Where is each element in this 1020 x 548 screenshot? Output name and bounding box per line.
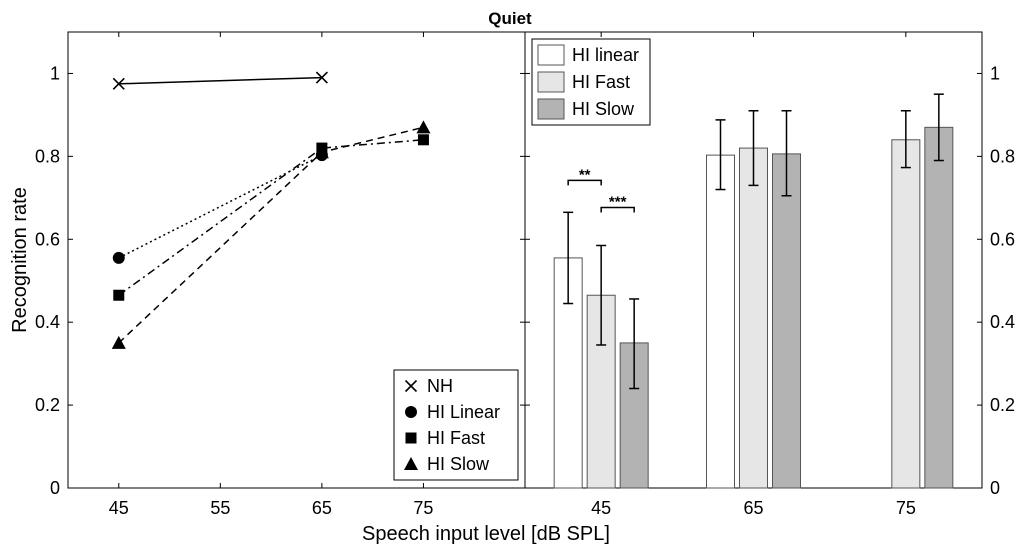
legend-label: HI linear xyxy=(572,45,639,65)
line-panel: 0 0.2 0.4 0.6 0.8 1 45 55 65 75 NH HI Linear HI Fast… xyxy=(35,31,526,518)
data-point-hi-slow xyxy=(111,335,126,349)
legend-swatch xyxy=(537,71,565,93)
significance-bracket xyxy=(567,179,602,186)
y-tick-label: 0 xyxy=(50,478,60,498)
bar-hi-linear xyxy=(706,154,735,489)
data-point-nh xyxy=(112,77,125,90)
legend-marker xyxy=(405,432,417,444)
legend-label: HI Fast xyxy=(427,428,485,448)
significance-label: *** xyxy=(609,193,627,210)
significance-bracket xyxy=(600,206,635,213)
x-tick-label: 45 xyxy=(591,498,611,518)
y-tick-label: 0.2 xyxy=(990,395,1015,415)
y-tick-label: 1 xyxy=(990,63,1000,83)
x-tick-label: 45 xyxy=(109,498,129,518)
y-tick-label: 0.2 xyxy=(35,395,60,415)
legend-label: NH xyxy=(427,376,453,396)
bar-hi-slow xyxy=(772,153,801,489)
data-point-hi-fast xyxy=(417,134,429,146)
bar-hi-fast xyxy=(739,147,768,489)
y-tick-label: 1 xyxy=(50,63,60,83)
x-tick-label: 75 xyxy=(413,498,433,518)
series-line-hi-fast xyxy=(118,139,424,296)
y-tick-label: 0 xyxy=(990,478,1000,498)
chart-title: Quiet xyxy=(488,9,532,28)
legend-swatch xyxy=(537,44,565,66)
x-axis-label: Speech input level [dB SPL] xyxy=(362,523,610,545)
y-tick-label: 0.8 xyxy=(990,146,1015,166)
y-tick-label: 0.4 xyxy=(990,312,1015,332)
series-line-hi-linear xyxy=(118,154,323,259)
data-point-hi-slow xyxy=(416,120,431,134)
y-tick-label: 0.8 xyxy=(35,146,60,166)
legend-label: HI Linear xyxy=(427,402,500,422)
legend-label: HI Slow xyxy=(427,454,490,474)
bar-hi-fast xyxy=(891,139,921,489)
legend-marker xyxy=(405,406,417,418)
bar-hi-slow xyxy=(924,126,954,489)
y-tick-label: 0.6 xyxy=(35,229,60,249)
legend-marker xyxy=(404,457,418,470)
data-point-hi-fast xyxy=(113,289,125,301)
data-point-hi-slow xyxy=(314,145,329,159)
x-tick-label: 65 xyxy=(312,498,332,518)
x-tick-label: 75 xyxy=(896,498,916,518)
significance-label: ** xyxy=(579,166,591,183)
data-point-nh xyxy=(315,71,328,84)
series-line-nh xyxy=(118,76,322,85)
y-tick-label: 0.6 xyxy=(990,229,1015,249)
data-point-hi-linear xyxy=(112,251,125,264)
x-tick-label: 55 xyxy=(210,498,230,518)
legend-label: HI Fast xyxy=(572,72,630,92)
y-tick-label: 0.4 xyxy=(35,312,60,332)
legend-swatch xyxy=(537,98,565,120)
x-tick-label: 65 xyxy=(743,498,763,518)
legend-box xyxy=(393,369,519,481)
y-axis-label: Recognition rate xyxy=(9,187,31,333)
legend-label: HI Slow xyxy=(572,99,635,119)
legend-marker xyxy=(404,379,418,393)
